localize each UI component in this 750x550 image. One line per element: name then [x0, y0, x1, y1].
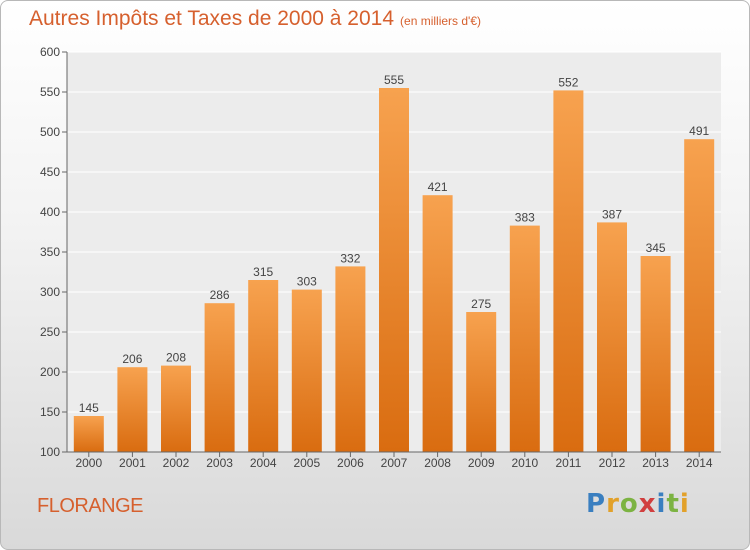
bar — [335, 266, 366, 452]
data-label: 145 — [79, 401, 99, 415]
x-tick-label: 2014 — [686, 456, 713, 470]
logo-letter: P — [586, 489, 607, 519]
data-label: 332 — [340, 251, 360, 265]
bar — [640, 256, 671, 452]
x-tick-label: 2007 — [381, 456, 408, 470]
logo-letter: i — [656, 489, 667, 519]
x-tick-label: 2008 — [424, 456, 451, 470]
y-tick-label: 100 — [40, 445, 60, 459]
bar — [161, 365, 191, 452]
data-label: 555 — [384, 73, 404, 87]
logo-letter: r — [606, 489, 620, 519]
data-label: 206 — [122, 352, 142, 366]
chart-title: Autres Impôts et Taxes de 2000 à 2014 (en… — [29, 7, 481, 31]
data-label: 345 — [646, 241, 666, 255]
x-tick-label: 2005 — [293, 456, 320, 470]
y-tick-label: 400 — [40, 205, 60, 219]
bar — [684, 139, 715, 452]
labels: 100 150 200 250 300 350 400 450 500 550 600 145 2000… — [40, 45, 713, 470]
x-tick-label: 2010 — [511, 456, 538, 470]
bar — [553, 90, 584, 453]
y-tick-label: 350 — [40, 245, 60, 259]
data-label: 315 — [253, 265, 273, 279]
bars — [73, 88, 715, 453]
y-tick-label: 250 — [40, 325, 60, 339]
logo-letter: i — [679, 489, 690, 519]
logo-letter: x — [638, 489, 657, 519]
proxiti-logo: Proxiti — [586, 489, 690, 519]
data-label: 208 — [166, 351, 186, 365]
data-label: 421 — [428, 180, 448, 194]
bar — [73, 416, 104, 452]
bar — [466, 312, 497, 452]
bar — [509, 225, 540, 452]
y-tick-label: 500 — [40, 125, 60, 139]
x-tick-label: 2002 — [163, 456, 190, 470]
x-tick-label: 2013 — [642, 456, 669, 470]
data-label: 387 — [602, 207, 622, 221]
bar — [379, 88, 409, 452]
x-tick-label: 2012 — [599, 456, 626, 470]
data-label: 383 — [515, 211, 535, 225]
bar — [248, 280, 279, 452]
x-tick-label: 2000 — [75, 456, 102, 470]
x-tick-label: 2001 — [119, 456, 146, 470]
data-label: 491 — [689, 124, 709, 138]
x-tick-label: 2011 — [555, 456, 581, 470]
data-label: 303 — [297, 275, 317, 289]
data-label: 286 — [210, 288, 230, 302]
bar — [117, 367, 148, 452]
logo-letter: o — [619, 489, 639, 519]
y-tick-label: 150 — [40, 405, 60, 419]
logo-letter: t — [666, 489, 680, 519]
x-tick-label: 2009 — [468, 456, 495, 470]
x-tick-label: 2004 — [250, 456, 277, 470]
y-tick-label: 550 — [40, 85, 60, 99]
y-tick-label: 600 — [40, 45, 60, 59]
y-tick-label: 200 — [40, 365, 60, 379]
commune-name: FLORANGE — [37, 495, 144, 517]
data-label: 275 — [471, 297, 491, 311]
bar — [291, 289, 322, 452]
bar — [204, 303, 235, 452]
x-tick-label: 2006 — [337, 456, 364, 470]
y-tick-label: 300 — [40, 285, 60, 299]
bar — [422, 195, 453, 452]
x-tick-label: 2003 — [206, 456, 233, 470]
data-label: 552 — [558, 75, 578, 89]
y-tick-label: 450 — [40, 165, 60, 179]
chart-subtitle: (en milliers d'€) — [400, 14, 482, 28]
chart-title-text: Autres Impôts et Taxes de 2000 à 2014 — [29, 7, 395, 30]
bar — [597, 222, 627, 452]
axes — [62, 51, 721, 457]
